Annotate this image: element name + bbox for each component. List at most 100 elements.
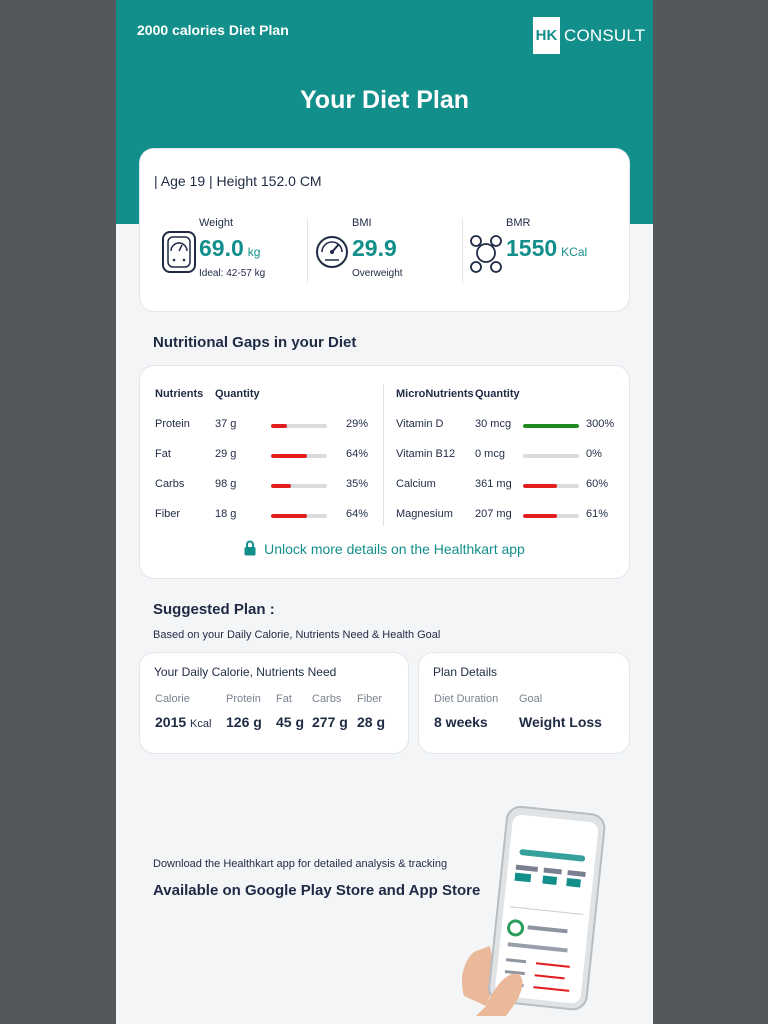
store-availability: Available on Google Play Store and App S…: [153, 882, 481, 899]
bmr-value: 1550 KCal: [506, 235, 587, 262]
calorie-unit: Kcal: [190, 718, 212, 730]
fat-stat: Fat 45 g: [276, 693, 304, 730]
plan-details-title: Plan Details: [433, 665, 498, 679]
nutrient-row: Vitamin D 30 mcg 300%: [396, 418, 621, 438]
divider: [462, 219, 463, 283]
nutrient-progress-fill: [523, 514, 558, 518]
calorie-value: 2015 Kcal: [155, 714, 211, 730]
fat-label: Fat: [276, 693, 292, 705]
fiber-stat: Fiber 28 g: [357, 693, 385, 730]
nutrient-progress-bar: [523, 424, 579, 428]
duration-label: Diet Duration: [434, 693, 499, 705]
nutrient-percent: 64%: [346, 448, 369, 460]
nutrient-percent: 29%: [346, 418, 369, 430]
plan-details-card: Plan Details Diet Duration 8 weeks Goal …: [419, 653, 629, 753]
unlock-link[interactable]: Unlock more details on the Healthkart ap…: [140, 540, 629, 557]
nutrient-row: Carbs 98 g 35%: [155, 478, 375, 498]
gauge-icon: [316, 236, 348, 268]
protein-stat: Protein 126 g: [226, 693, 262, 730]
nutrient-progress-fill: [271, 454, 307, 458]
bmr-metric: BMR 1550 KCal: [468, 217, 618, 289]
bmi-label: BMI: [352, 217, 372, 229]
nutrient-progress-fill: [523, 424, 579, 428]
protein-value: 126 g: [226, 714, 262, 730]
nutrient-quantity: 361 mg: [475, 478, 512, 490]
goal-label: Goal: [519, 693, 543, 705]
nutrient-progress-bar: [523, 454, 579, 458]
fiber-label: Fiber: [357, 693, 383, 705]
phone-app-mockup-image: [461, 806, 606, 1016]
nutrient-name: Fat: [155, 448, 171, 460]
bmi-metric: BMI 29.9 Overweight: [314, 217, 454, 289]
suggested-plan-subtitle: Based on your Daily Calorie, Nutrients N…: [153, 629, 441, 641]
quantity-header: Quantity: [215, 388, 260, 400]
hk-consult-logo: HK CONSULT: [533, 17, 645, 54]
nutrient-percent: 35%: [346, 478, 369, 490]
suggested-plan-title: Suggested Plan :: [153, 601, 275, 618]
lock-icon: [244, 540, 256, 556]
nutrient-name: Protein: [155, 418, 190, 430]
profile-card: | Age 19 | Height 152.0 CM Weight 69.0 kg…: [140, 149, 629, 311]
divider: [307, 219, 308, 283]
profile-summary: | Age 19 | Height 152.0 CM: [154, 173, 322, 189]
unlock-text: Unlock more details on the Healthkart ap…: [264, 541, 525, 557]
nutrient-name: Carbs: [155, 478, 185, 490]
carbs-value: 277 g: [312, 714, 348, 730]
document-title: 2000 calories Diet Plan: [137, 22, 289, 38]
nutrient-percent: 60%: [586, 478, 609, 490]
nutrient-row: Protein 37 g 29%: [155, 418, 375, 438]
nutrient-quantity: 30 mcg: [475, 418, 512, 430]
calorie-number: 2015: [155, 714, 187, 730]
nutrient-progress-fill: [271, 424, 288, 428]
nutrient-quantity: 0 mcg: [475, 448, 505, 460]
nutrient-progress-bar: [271, 514, 327, 518]
weight-unit: kg: [247, 245, 261, 259]
micronutrients-header: MicroNutrients: [396, 388, 474, 400]
nutrient-row: Calcium 361 mg 60%: [396, 478, 621, 498]
nutrient-row: Fat 29 g 64%: [155, 448, 375, 468]
bmr-label: BMR: [506, 217, 531, 229]
daily-need-card: Your Daily Calorie, Nutrients Need Calor…: [140, 653, 408, 753]
goal-value: Weight Loss: [519, 714, 602, 730]
nutrient-percent: 300%: [586, 418, 615, 430]
weight-number: 69.0: [199, 235, 244, 261]
fat-value: 45 g: [276, 714, 305, 730]
download-text: Download the Healthkart app for detailed…: [153, 858, 448, 870]
weight-value: 69.0 kg: [199, 235, 260, 262]
table-divider: [383, 384, 384, 526]
quantity-header: Quantity: [475, 388, 520, 400]
nutrient-quantity: 98 g: [215, 478, 237, 490]
weight-metric: Weight 69.0 kg Ideal: 42-57 kg: [160, 217, 300, 289]
fiber-value: 28 g: [357, 714, 386, 730]
nutrient-name: Magnesium: [396, 508, 453, 520]
protein-label: Protein: [226, 693, 261, 705]
bmi-value: 29.9: [352, 235, 397, 261]
calorie-stat: Calorie 2015 Kcal: [155, 693, 211, 730]
page-title: Your Diet Plan: [299, 86, 469, 114]
nutrient-name: Fiber: [155, 508, 181, 520]
weighing-scale-icon: [162, 231, 196, 273]
gaps-title: Nutritional Gaps in your Diet: [153, 334, 357, 351]
duration-value: 8 weeks: [434, 714, 488, 730]
nutrient-quantity: 207 mg: [475, 508, 512, 520]
nutrient-percent: 64%: [346, 508, 369, 520]
nutrient-progress-bar: [271, 454, 327, 458]
nutrient-quantity: 18 g: [215, 508, 237, 520]
nutrient-progress-fill: [271, 484, 291, 488]
nutrient-progress-bar: [523, 484, 579, 488]
bmi-status: Overweight: [352, 268, 403, 279]
daily-need-title: Your Daily Calorie, Nutrients Need: [154, 665, 337, 679]
nutrient-percent: 61%: [586, 508, 609, 520]
bmr-unit: KCal: [561, 245, 588, 259]
carbs-label: Carbs: [312, 693, 342, 705]
nutrient-progress-bar: [271, 424, 327, 428]
nutrient-percent: 0%: [586, 448, 602, 460]
nutrient-progress-fill: [523, 484, 557, 488]
nutrient-progress-bar: [523, 514, 579, 518]
weight-label: Weight: [199, 217, 234, 229]
bmr-number: 1550: [506, 235, 558, 261]
nutrient-quantity: 29 g: [215, 448, 237, 460]
nutrients-header: Nutrients: [155, 388, 204, 400]
nutrient-name: Vitamin B12: [396, 448, 456, 460]
nutrient-row: Magnesium 207 mg 61%: [396, 508, 621, 528]
